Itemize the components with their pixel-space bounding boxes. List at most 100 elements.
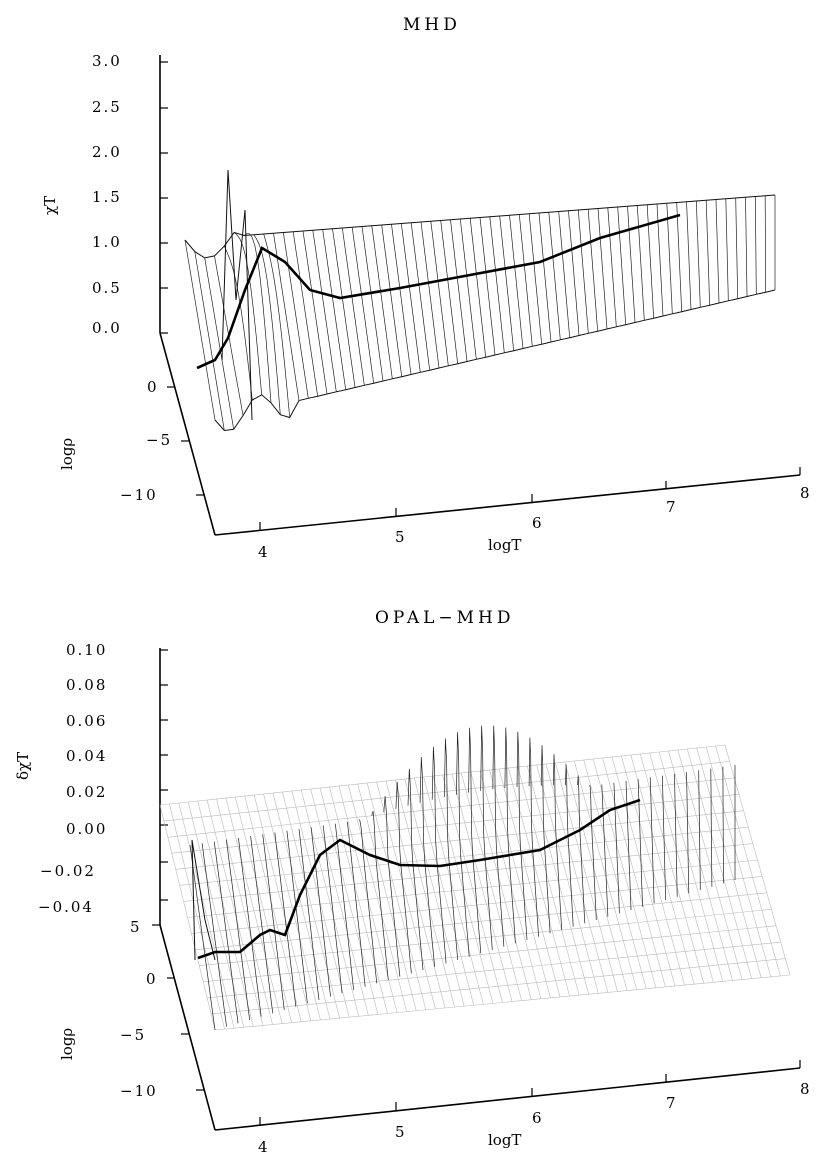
- plane-line: [207, 941, 781, 999]
- mesh-line: [661, 775, 667, 901]
- z-tick-label: 3.0: [92, 52, 122, 70]
- x-tick-label: 8: [800, 484, 812, 502]
- plane-line: [183, 843, 753, 902]
- mesh-edge: [184, 194, 776, 259]
- mesh-line: [492, 725, 505, 947]
- z-ticks: [160, 649, 168, 901]
- x-tick-label: 4: [258, 543, 270, 561]
- mesh-edge: [214, 289, 776, 432]
- mesh-line: [201, 843, 227, 1027]
- mesh-line: [558, 211, 571, 338]
- mesh-line: [735, 197, 739, 299]
- mesh-line: [686, 201, 692, 310]
- mesh-line: [625, 780, 632, 911]
- mesh-line: [705, 200, 711, 306]
- x-tick-label: 8: [800, 1080, 812, 1098]
- mesh-line: [298, 828, 320, 1001]
- mesh-line: [745, 197, 748, 297]
- z-tick-label: 2.5: [92, 98, 122, 116]
- mesh-line: [676, 202, 683, 312]
- panel-mhd: MHD 0.0 0.5 1.0 1.5 2.0 2.5 3.0 χT 0 −5 …: [41, 15, 812, 561]
- x-axis-label: logT: [488, 1131, 521, 1149]
- mesh-line: [381, 224, 403, 377]
- mesh-line: [282, 232, 309, 399]
- y-ticks: [167, 386, 204, 496]
- mesh-line: [334, 823, 355, 991]
- y-axis-label: logρ: [58, 1028, 76, 1060]
- z-axis-label: χT: [41, 196, 59, 215]
- mesh-line: [286, 830, 308, 1004]
- mesh-line: [407, 768, 424, 971]
- mesh-line: [715, 199, 720, 304]
- mesh-line: [754, 196, 757, 295]
- mesh-line: [577, 209, 589, 334]
- plane-line: [214, 974, 791, 1031]
- y-axis-label: logρ: [58, 438, 76, 470]
- mesh-line: [587, 209, 599, 332]
- mesh-line: [479, 217, 496, 356]
- z-tick-label: 1.5: [92, 188, 122, 206]
- mesh-line: [225, 839, 251, 1021]
- mesh-line: [184, 239, 216, 421]
- mesh-line: [469, 218, 487, 358]
- mesh-line: [627, 206, 636, 323]
- chart-title: OPAL−MHD: [375, 608, 515, 628]
- y-ticks: [152, 924, 204, 1091]
- y-axis-line: [159, 332, 216, 536]
- z-tick-label: −0.04: [38, 898, 94, 916]
- z-ticks: [160, 61, 168, 334]
- mesh-line: [528, 737, 539, 937]
- z-axis-label: δχT: [14, 752, 32, 780]
- mesh-line: [528, 213, 543, 345]
- mesh-line: [440, 220, 459, 364]
- zero-plane-grid: [159, 744, 791, 1031]
- mesh-line: [263, 233, 291, 418]
- mesh-line: [238, 837, 262, 1017]
- mesh-line: [443, 738, 459, 961]
- mesh-line: [565, 764, 574, 927]
- z-tick-label: 0.04: [66, 747, 107, 765]
- z-tick-label: 0.00: [66, 820, 107, 838]
- plane-line: [187, 859, 758, 918]
- surface-mesh: [189, 725, 736, 1031]
- plane-line: [171, 793, 739, 854]
- x-tick-label: 7: [666, 1094, 678, 1112]
- mesh-line: [395, 781, 412, 974]
- plane-line: [211, 958, 786, 1015]
- x-tick-label: 4: [258, 1138, 270, 1156]
- z-tick-label: 0.06: [66, 712, 107, 730]
- mesh-line: [459, 218, 477, 360]
- mesh-line: [538, 212, 552, 343]
- mesh-line: [322, 229, 347, 390]
- mesh-line: [725, 198, 729, 301]
- mesh-line: [601, 784, 609, 917]
- y-tick-label: −10: [120, 486, 158, 504]
- mesh-line: [371, 811, 389, 981]
- plane-line: [159, 744, 726, 806]
- x-tick-label: 5: [395, 528, 407, 546]
- z-tick-label: 0.0: [92, 319, 122, 337]
- x-axis-line: [214, 474, 801, 536]
- mesh-line: [674, 773, 678, 897]
- mesh-line: [400, 223, 421, 373]
- mesh-line: [456, 732, 470, 957]
- mesh-line: [262, 834, 285, 1011]
- mesh-line: [213, 841, 239, 1024]
- mesh-line: [552, 754, 563, 931]
- mesh-spike: [221, 169, 253, 421]
- mesh-line: [617, 206, 627, 325]
- mesh-line: [548, 212, 561, 340]
- mesh-line: [518, 214, 533, 347]
- mesh-line: [371, 225, 393, 379]
- mesh-line: [480, 725, 493, 951]
- mesh-line: [489, 216, 505, 353]
- mesh-line: [351, 227, 375, 384]
- x-axis-line: [214, 1067, 801, 1131]
- y-tick-label: −5: [146, 431, 172, 449]
- x-tick-label: 6: [532, 1109, 544, 1127]
- mesh-line: [361, 226, 384, 382]
- x-ticks: [259, 467, 801, 530]
- mesh-line: [410, 222, 431, 371]
- mesh-line: [274, 832, 297, 1007]
